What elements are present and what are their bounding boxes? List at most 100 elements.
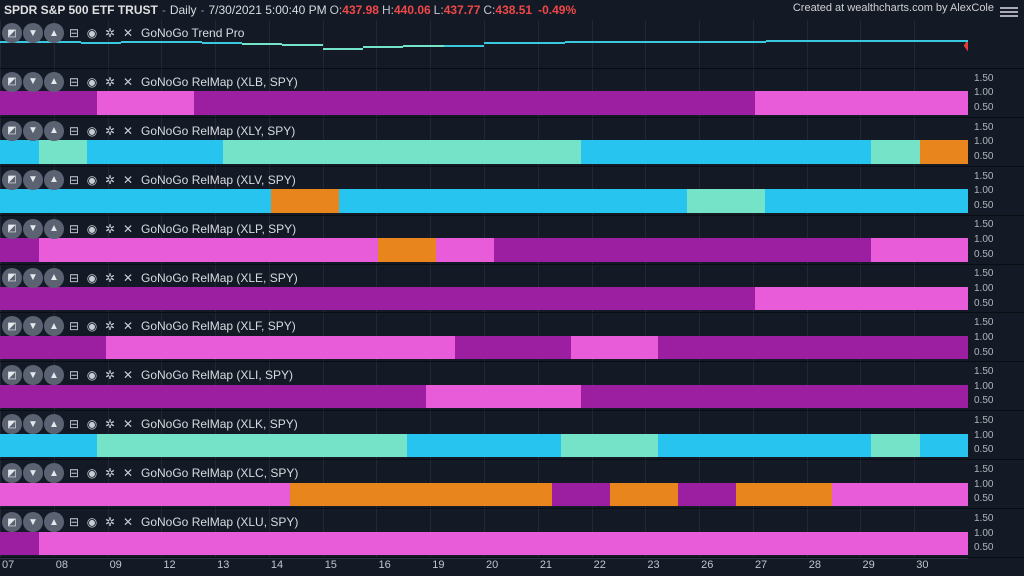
arrow-down-icon[interactable]: ▼	[23, 72, 43, 92]
eye-icon[interactable]: ◉	[85, 515, 99, 529]
close-icon[interactable]: ✕	[121, 271, 135, 285]
close-icon[interactable]: ✕	[121, 319, 135, 333]
arrow-up-icon[interactable]: ▲	[44, 463, 64, 483]
pane-label: GoNoGo RelMap (XLC, SPY)	[141, 466, 298, 480]
close-icon[interactable]: ✕	[121, 368, 135, 382]
close-icon[interactable]: ✕	[121, 75, 135, 89]
arrow-down-icon[interactable]: ▼	[23, 414, 43, 434]
collapse-icon[interactable]: ⊟	[67, 222, 81, 236]
eye-icon[interactable]: ◉	[85, 319, 99, 333]
resize-icon[interactable]: ◩	[2, 414, 22, 434]
pane-chart-body[interactable]: ◩▼▲⊟◉✲✕GoNoGo RelMap (XLY, SPY)	[0, 118, 968, 166]
arrow-up-icon[interactable]: ▲	[44, 365, 64, 385]
ticker-symbol[interactable]: SPDR S&P 500 ETF TRUST	[4, 3, 158, 17]
collapse-icon[interactable]: ⊟	[67, 124, 81, 138]
arrow-up-icon[interactable]: ▲	[44, 121, 64, 141]
gear-icon[interactable]: ✲	[103, 222, 117, 236]
arrow-down-icon[interactable]: ▼	[23, 23, 43, 43]
pane-chart-body[interactable]: ◩▼▲⊟◉✲✕GoNoGo RelMap (XLF, SPY)	[0, 313, 968, 361]
resize-icon[interactable]: ◩	[2, 23, 22, 43]
resize-icon[interactable]: ◩	[2, 219, 22, 239]
pane-chart-body[interactable]: ◩▼▲⊟◉✲✕GoNoGo RelMap (XLK, SPY)	[0, 411, 968, 459]
resize-icon[interactable]: ◩	[2, 463, 22, 483]
pane-chart-body[interactable]: ◩▼▲⊟ ◉ ✲ ✕ GoNoGo RelMap (XLE, SPY)	[0, 265, 968, 313]
close-icon[interactable]: ✕	[121, 417, 135, 431]
resize-icon[interactable]: ◩	[2, 170, 22, 190]
close-icon[interactable]: ✕	[121, 466, 135, 480]
eye-icon[interactable]: ◉	[85, 222, 99, 236]
close-icon[interactable]: ✕	[121, 222, 135, 236]
close-icon[interactable]: ✕	[121, 26, 135, 40]
eye-icon[interactable]: ◉	[85, 75, 99, 89]
arrow-down-icon[interactable]: ▼	[23, 219, 43, 239]
pane-chart-body[interactable]: ◩▼▲⊟◉✲✕GoNoGo RelMap (XLU, SPY)	[0, 509, 968, 557]
close-icon[interactable]: ✕	[121, 515, 135, 529]
pane-chart-body[interactable]: ◩▼▲⊟ ◉ ✲ ✕ GoNoGo Trend Pro	[0, 20, 968, 68]
arrow-up-icon[interactable]: ▲	[44, 170, 64, 190]
gear-icon[interactable]: ✲	[103, 75, 117, 89]
pane-label: GoNoGo Trend Pro	[141, 26, 244, 40]
gear-icon[interactable]: ✲	[103, 417, 117, 431]
x-tick: 14	[269, 559, 323, 576]
arrow-down-icon[interactable]: ▼	[23, 512, 43, 532]
resize-icon[interactable]: ◩	[2, 72, 22, 92]
arrow-down-icon[interactable]: ▼	[23, 170, 43, 190]
gear-icon[interactable]: ✲	[103, 319, 117, 333]
resize-icon[interactable]: ◩	[2, 268, 22, 288]
arrow-down-icon[interactable]: ▼	[23, 316, 43, 336]
gear-icon[interactable]: ✲	[103, 124, 117, 138]
resize-icon[interactable]: ◩	[2, 316, 22, 336]
resize-icon[interactable]: ◩	[2, 121, 22, 141]
eye-icon[interactable]: ◉	[85, 271, 99, 285]
x-tick: 29	[861, 559, 915, 576]
pane-label: GoNoGo RelMap (XLE, SPY)	[141, 271, 298, 285]
collapse-icon[interactable]: ⊟	[67, 75, 81, 89]
arrow-down-icon[interactable]: ▼	[23, 365, 43, 385]
pane-chart-body[interactable]: ◩▼▲⊟◉✲✕GoNoGo RelMap (XLI, SPY)	[0, 362, 968, 410]
pane-chart-body[interactable]: ◩▼▲⊟◉✲✕GoNoGo RelMap (XLV, SPY)	[0, 167, 968, 215]
gear-icon[interactable]: ✲	[103, 515, 117, 529]
close-icon[interactable]: ✕	[121, 173, 135, 187]
arrow-up-icon[interactable]: ▲	[44, 268, 64, 288]
pane-chart-body[interactable]: ◩▼▲⊟ ◉ ✲ ✕ GoNoGo RelMap (XLC, SPY)	[0, 460, 968, 508]
pane-chart-body[interactable]: ◩▼▲⊟◉✲✕GoNoGo RelMap (XLP, SPY)	[0, 216, 968, 264]
arrow-up-icon[interactable]: ▲	[44, 72, 64, 92]
gear-icon[interactable]: ✲	[103, 271, 117, 285]
eye-icon[interactable]: ◉	[85, 26, 99, 40]
collapse-icon[interactable]: ⊟	[67, 515, 81, 529]
pane-controls: ◩▼▲⊟◉✲✕GoNoGo RelMap (XLV, SPY)	[2, 167, 296, 193]
arrow-down-icon[interactable]: ▼	[23, 121, 43, 141]
collapse-icon[interactable]: ⊟	[67, 319, 81, 333]
collapse-icon[interactable]: ⊟	[67, 26, 81, 40]
arrow-down-icon[interactable]: ▼	[23, 268, 43, 288]
bar-segment	[407, 434, 562, 457]
x-tick: 26	[699, 559, 753, 576]
collapse-icon[interactable]: ⊟	[67, 417, 81, 431]
resize-icon[interactable]: ◩	[2, 365, 22, 385]
collapse-icon[interactable]: ⊟	[67, 173, 81, 187]
eye-icon[interactable]: ◉	[85, 368, 99, 382]
collapse-icon[interactable]: ⊟	[67, 466, 81, 480]
close-icon[interactable]: ✕	[121, 124, 135, 138]
arrow-up-icon[interactable]: ▲	[44, 219, 64, 239]
bar-segment	[658, 336, 968, 359]
gear-icon[interactable]: ✲	[103, 26, 117, 40]
menu-icon[interactable]	[1000, 5, 1018, 19]
arrow-down-icon[interactable]: ▼	[23, 463, 43, 483]
gear-icon[interactable]: ✲	[103, 466, 117, 480]
gear-icon[interactable]: ✲	[103, 173, 117, 187]
pane-chart-body[interactable]: ◩▼▲⊟◉✲✕GoNoGo RelMap (XLB, SPY)	[0, 69, 968, 117]
resize-icon[interactable]: ◩	[2, 512, 22, 532]
arrow-up-icon[interactable]: ▲	[44, 512, 64, 532]
eye-icon[interactable]: ◉	[85, 173, 99, 187]
gear-icon[interactable]: ✲	[103, 368, 117, 382]
eye-icon[interactable]: ◉	[85, 466, 99, 480]
arrow-up-icon[interactable]: ▲	[44, 23, 64, 43]
eye-icon[interactable]: ◉	[85, 417, 99, 431]
arrow-up-icon[interactable]: ▲	[44, 316, 64, 336]
collapse-icon[interactable]: ⊟	[67, 368, 81, 382]
collapse-icon[interactable]: ⊟	[67, 271, 81, 285]
eye-icon[interactable]: ◉	[85, 124, 99, 138]
arrow-up-icon[interactable]: ▲	[44, 414, 64, 434]
high-value: 440.06	[394, 3, 431, 17]
